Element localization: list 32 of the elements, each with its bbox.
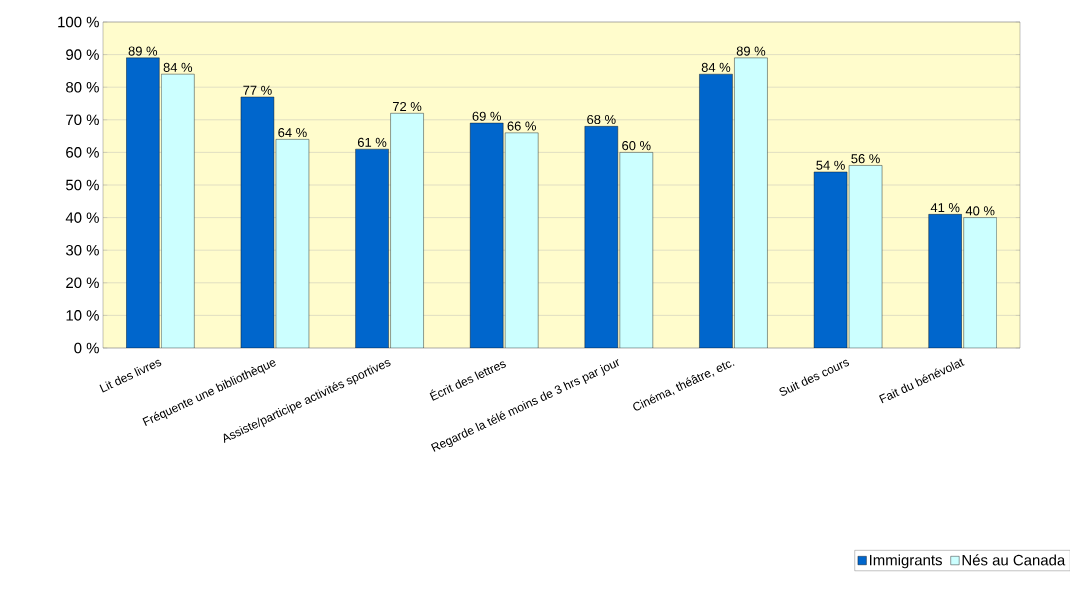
data-label: 84 % <box>701 62 731 72</box>
data-label: 56 % <box>851 154 880 164</box>
y-tick-label: 90 % <box>66 49 99 60</box>
y-tick-label: 100 % <box>58 16 99 28</box>
data-label: 54 % <box>816 160 845 170</box>
data-label: 66 % <box>507 121 536 131</box>
y-tick-label: 0 % <box>74 342 99 354</box>
data-label: 77 % <box>243 85 272 95</box>
data-label: 60 % <box>622 141 651 151</box>
data-label: 41 % <box>930 203 960 213</box>
x-tick-label: Écrit des lettres <box>429 361 506 401</box>
y-tick-label: 40 % <box>65 212 99 223</box>
y-tick-label: 70 % <box>66 114 99 126</box>
data-label: 64 % <box>278 127 307 138</box>
y-tick-label: 50 % <box>66 179 99 191</box>
y-tick-label: 20 % <box>66 277 99 289</box>
y-tick-label: 60 % <box>66 147 99 158</box>
data-label: 69 % <box>472 111 501 121</box>
data-label: 40 % <box>965 206 995 216</box>
data-label: 72 % <box>392 101 422 112</box>
data-label: 68 % <box>587 114 616 125</box>
data-label: 89 % <box>128 46 158 56</box>
y-tick-label: 30 % <box>65 244 99 256</box>
data-label: 84 % <box>163 62 193 72</box>
legend-label: Immigrants <box>869 554 942 569</box>
data-label: 89 % <box>736 46 766 56</box>
x-tick-label: Suit des cours <box>779 359 850 396</box>
y-tick-label: 80 % <box>66 81 99 93</box>
y-tick-label: 10 % <box>66 310 99 321</box>
data-label: 61 % <box>357 137 387 147</box>
x-tick-label: Lit des livres <box>99 359 162 393</box>
legend-label: Nés au Canada <box>962 554 1066 566</box>
